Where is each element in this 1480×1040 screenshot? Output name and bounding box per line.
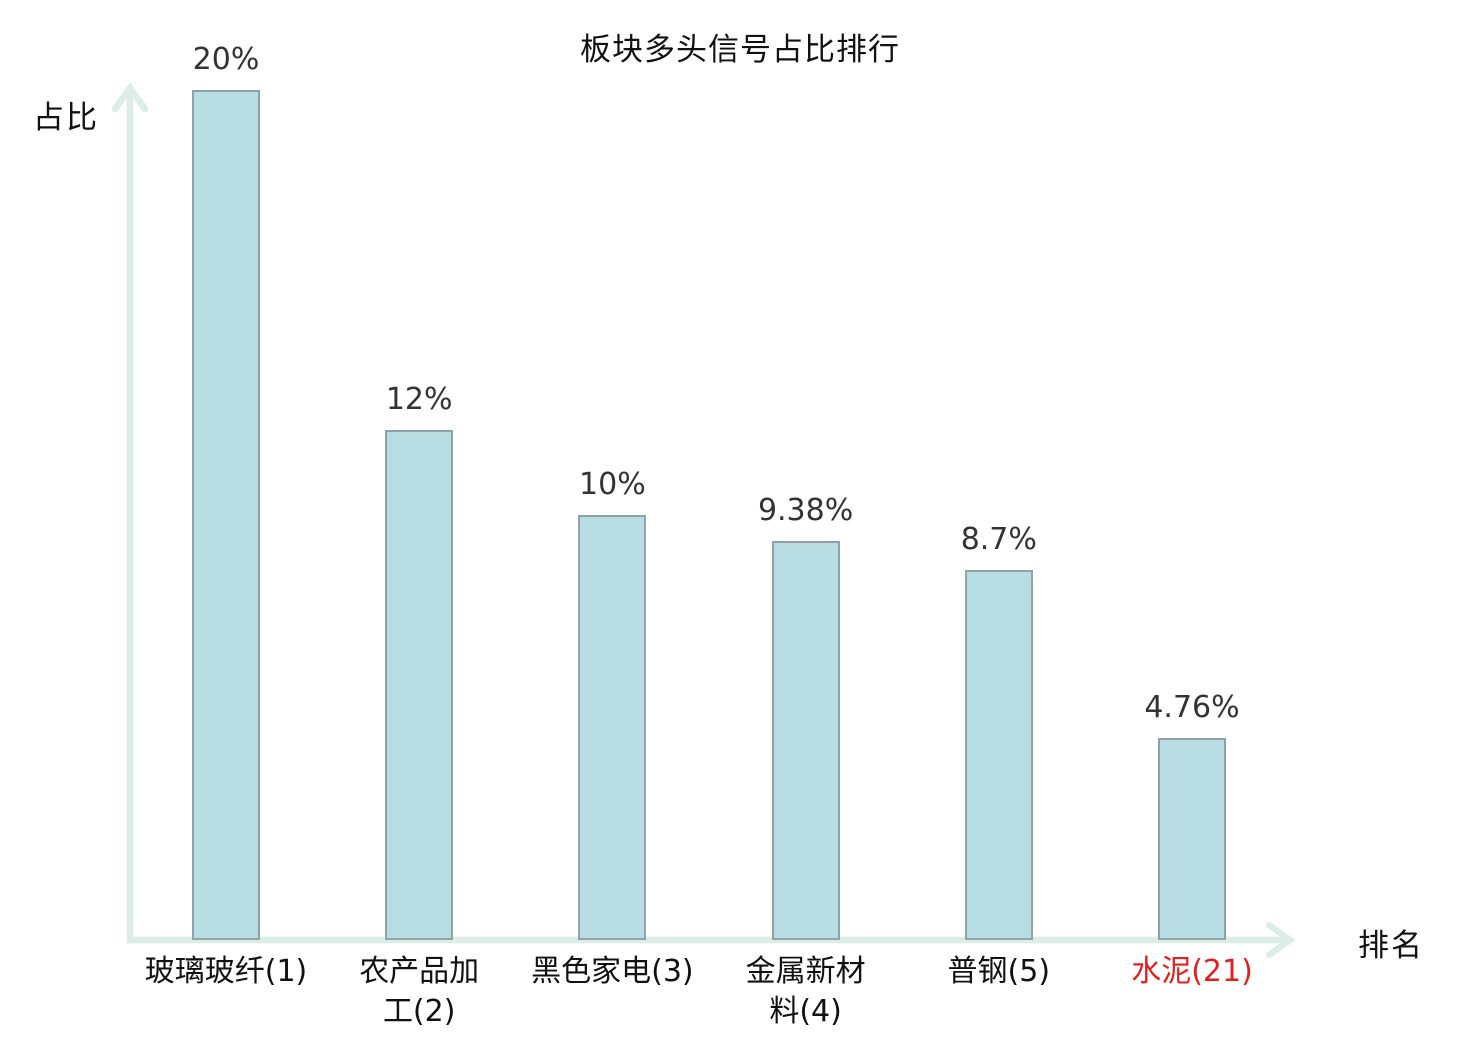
x-axis-label: 排名 <box>1358 928 1424 964</box>
bar-category-label: 金属新材 料(4) <box>745 954 866 1029</box>
bar <box>192 90 260 940</box>
bar-category-label: 普钢(5) <box>947 954 1051 989</box>
bar-category-label: 玻璃玻纤(1) <box>144 954 308 989</box>
y-axis-arrowhead-icon <box>111 82 149 113</box>
bar-value-label: 9.38% <box>757 493 854 529</box>
bar-value-label: 12% <box>385 382 453 417</box>
bar-value-label: 10% <box>579 467 646 502</box>
bar <box>964 570 1033 940</box>
y-axis-label: 占比 <box>33 100 99 136</box>
chart-title: 板块多头信号占比排行 <box>580 32 900 68</box>
x-axis-arrowhead-icon <box>1265 921 1296 959</box>
bar-value-label: 20% <box>192 42 260 77</box>
bar <box>1158 737 1226 940</box>
bar <box>385 430 454 940</box>
bar-category-label: 水泥(21) <box>1131 954 1253 989</box>
bar-value-label: 8.7% <box>960 522 1037 558</box>
bar <box>771 541 840 940</box>
bar-category-label: 黑色家电(3) <box>531 954 694 989</box>
bar <box>578 515 647 940</box>
bar-category-label: 农产品加 工(2) <box>359 954 480 1029</box>
bar-value-label: 4.76% <box>1144 689 1240 725</box>
